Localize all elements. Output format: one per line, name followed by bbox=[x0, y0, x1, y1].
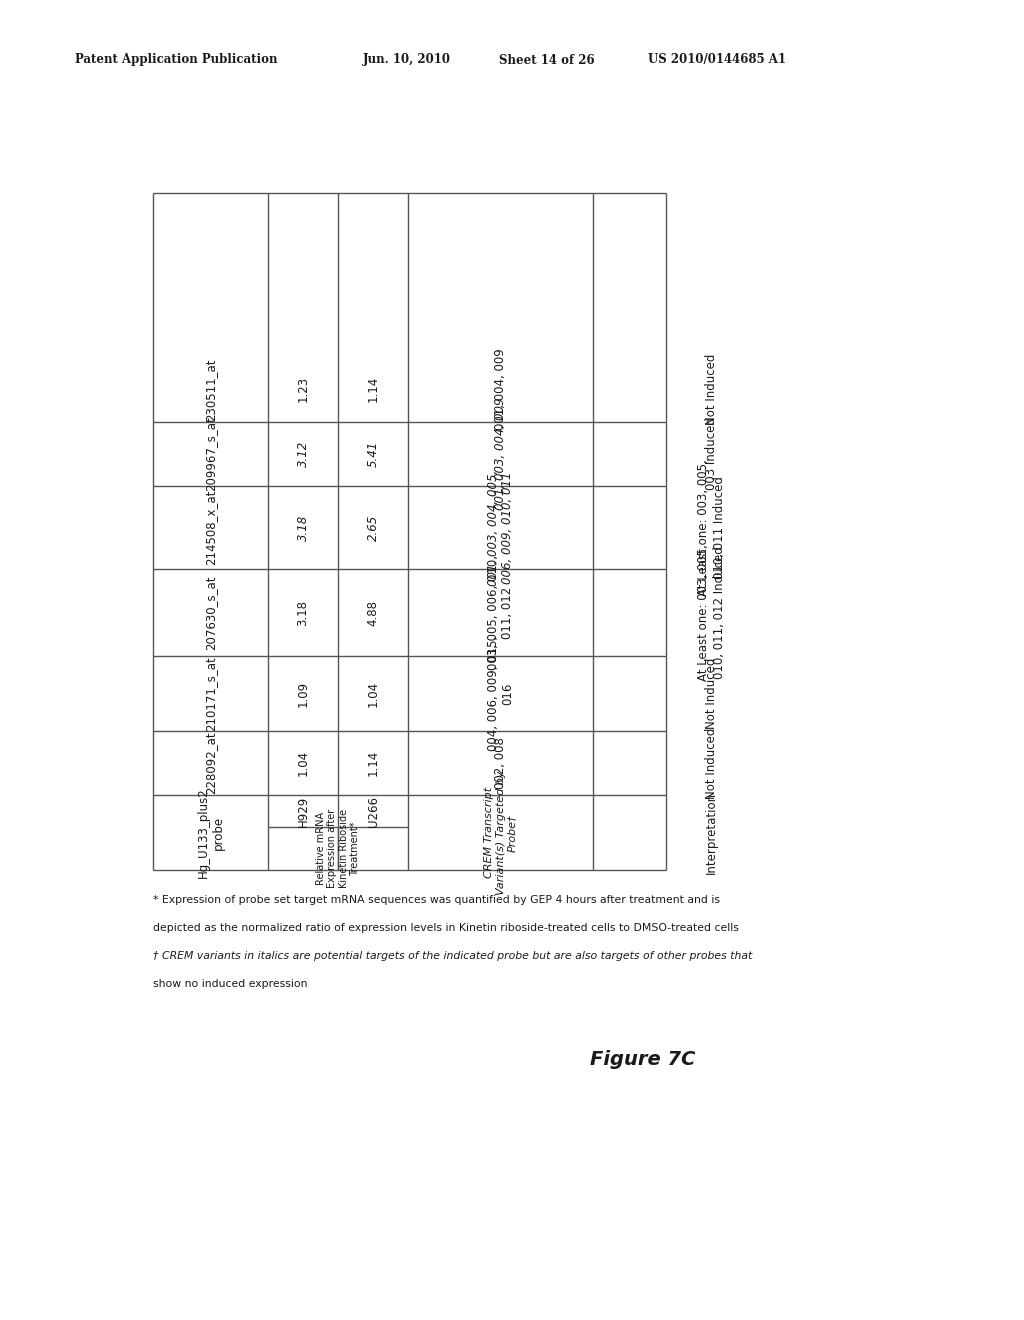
Text: 2.65: 2.65 bbox=[367, 515, 380, 541]
Text: 1.23: 1.23 bbox=[297, 376, 309, 403]
Text: 210171_s_at: 210171_s_at bbox=[204, 656, 217, 731]
Text: 207630_s_at: 207630_s_at bbox=[204, 576, 217, 649]
Text: Not Induced: Not Induced bbox=[705, 354, 718, 425]
Text: CREM Transcript
Variant(s) Targeted by
Probe†: CREM Transcript Variant(s) Targeted by P… bbox=[484, 771, 517, 895]
Text: depicted as the normalized ratio of expression levels in Kinetin riboside-treate: depicted as the normalized ratio of expr… bbox=[153, 923, 739, 933]
Text: 228092_at: 228092_at bbox=[204, 731, 217, 795]
Text: 5.41: 5.41 bbox=[367, 441, 380, 467]
Text: 1.14: 1.14 bbox=[367, 376, 380, 403]
Text: 1.04: 1.04 bbox=[367, 680, 380, 706]
Text: At Least one: 003, 005,
010, 011 Induced: At Least one: 003, 005, 010, 011 Induced bbox=[697, 459, 725, 597]
Text: 4.88: 4.88 bbox=[367, 599, 380, 626]
Text: Hg_U133_plus2
probe: Hg_U133_plus2 probe bbox=[197, 787, 224, 878]
Text: 3.18: 3.18 bbox=[297, 515, 309, 541]
Text: Relative mRNA
Expression after
Kinetin Riboside
Treatment*: Relative mRNA Expression after Kinetin R… bbox=[315, 809, 360, 888]
Text: † CREM variants in italics are potential targets of the indicated probe but are : † CREM variants in italics are potential… bbox=[153, 950, 753, 961]
Text: 230511_at: 230511_at bbox=[204, 358, 217, 421]
Text: show no induced expression: show no induced expression bbox=[153, 979, 307, 989]
Text: * Expression of probe set target mRNA sequences was quantified by GEP 4 hours af: * Expression of probe set target mRNA se… bbox=[153, 895, 720, 906]
Text: 1.04: 1.04 bbox=[297, 750, 309, 776]
Text: US 2010/0144685 A1: US 2010/0144685 A1 bbox=[648, 54, 786, 66]
Text: 001, 003, 004, 009: 001, 003, 004, 009 bbox=[494, 397, 507, 511]
Text: Figure 7C: Figure 7C bbox=[590, 1049, 695, 1069]
Text: 001, 004, 009: 001, 004, 009 bbox=[494, 348, 507, 430]
Text: 1.14: 1.14 bbox=[367, 750, 380, 776]
Text: H929: H929 bbox=[297, 796, 309, 826]
Text: Not Induced: Not Induced bbox=[705, 657, 718, 729]
Text: Sheet 14 of 26: Sheet 14 of 26 bbox=[499, 54, 595, 66]
Text: 1.09: 1.09 bbox=[297, 680, 309, 706]
Text: 3.18: 3.18 bbox=[297, 599, 309, 626]
Text: 214508_x_at: 214508_x_at bbox=[204, 490, 217, 565]
Text: Interpretation: Interpretation bbox=[705, 792, 718, 874]
Text: 002, 008: 002, 008 bbox=[494, 737, 507, 789]
Text: At Least one: 003, 005,
010, 011, 012 Induced: At Least one: 003, 005, 010, 011, 012 In… bbox=[697, 544, 725, 681]
Text: Not Induced: Not Induced bbox=[705, 727, 718, 799]
Text: Jun. 10, 2010: Jun. 10, 2010 bbox=[362, 54, 451, 66]
Text: 3.12: 3.12 bbox=[297, 441, 309, 467]
Text: 001, 003, 004, 005,
006, 009, 010, 011: 001, 003, 004, 005, 006, 009, 010, 011 bbox=[486, 470, 514, 586]
Text: 003, 005, 006, 010,
011, 012: 003, 005, 006, 010, 011, 012 bbox=[486, 556, 514, 671]
Text: U266: U266 bbox=[367, 796, 380, 826]
Text: 004, 006, 009, 015,
016: 004, 006, 009, 015, 016 bbox=[486, 636, 514, 751]
Text: Patent Application Publication: Patent Application Publication bbox=[75, 54, 278, 66]
Text: 003 Induced: 003 Induced bbox=[705, 417, 718, 491]
Text: 209967_s_at: 209967_s_at bbox=[204, 417, 217, 491]
